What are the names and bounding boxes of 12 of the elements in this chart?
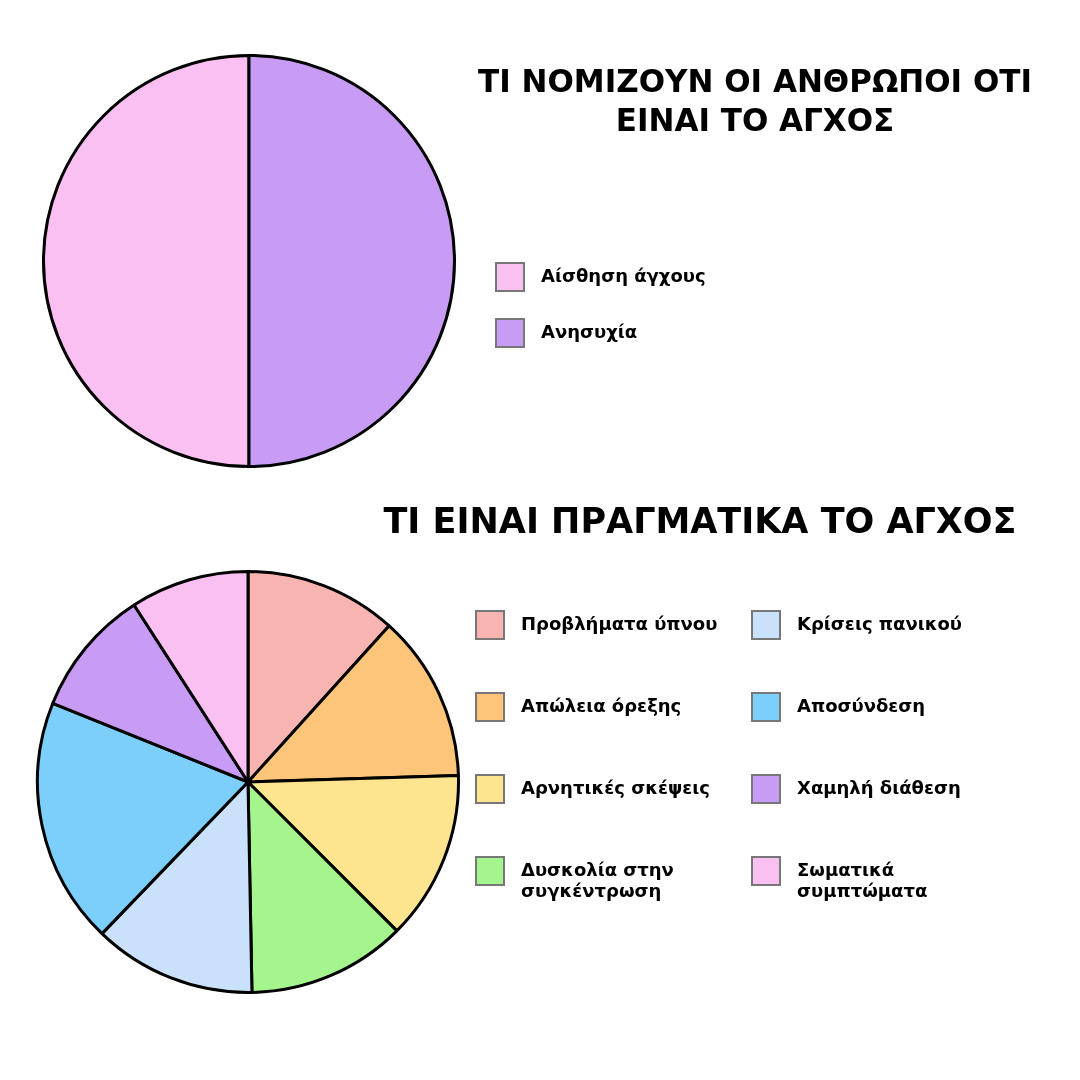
legend-label: Αποσύνδεση bbox=[797, 695, 926, 716]
legend-label: Κρίσεις πανικού bbox=[797, 613, 963, 634]
legend-label: Σωματικά συμπτώματα bbox=[797, 859, 929, 901]
legend-label: Προβλήματα ύπνου bbox=[521, 613, 718, 634]
legend-label: Δυσκολία στην συγκέντρωση bbox=[521, 859, 675, 901]
legend-label: Ανησυχία bbox=[541, 321, 638, 342]
chart-title: ΤΙ ΕΙΝΑΙ ΠΡΑΓΜΑΤΙΚΑ ΤΟ ΑΓΧΟΣ bbox=[382, 500, 1018, 543]
text: ΤΙ ΝΟΜΙΖΟΥΝ ΟΙ ΑΝΘΡΩΠΟΙ ΟΤΙ ΕΙΝΑΙ ΤΟ ΑΓΧΟΣ bbox=[477, 62, 1033, 140]
legend-label: Χαμηλή διάθεση bbox=[797, 777, 961, 798]
legend-label: Αίσθηση άγχους bbox=[541, 265, 706, 286]
legend-label: Αρνητικές σκέψεις bbox=[521, 777, 710, 798]
legend-label: Απώλεια όρεξης bbox=[521, 695, 682, 716]
